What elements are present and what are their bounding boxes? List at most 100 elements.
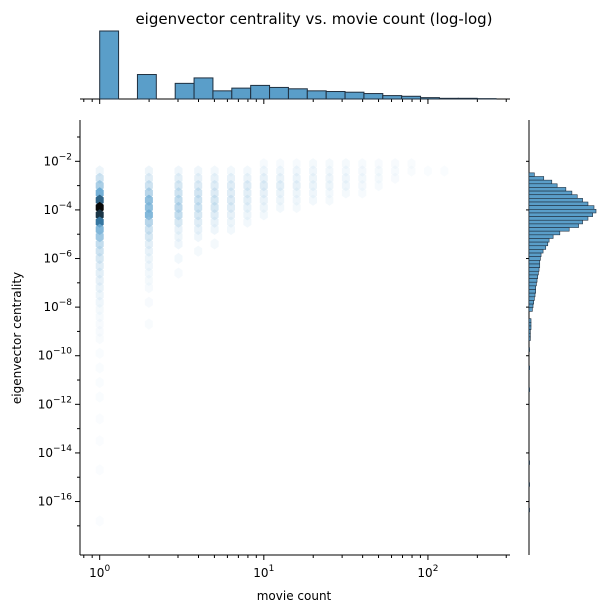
top-hist-bar: [212, 90, 233, 100]
hexbin-cell: [391, 165, 400, 177]
hexbin-cell: [174, 252, 183, 265]
hexbin-cell: [227, 209, 235, 221]
right-hist-bar: [528, 365, 530, 370]
right-hist-bar: [528, 241, 549, 247]
hexbin-cell: [358, 158, 367, 170]
hexbin-cell: [210, 238, 219, 250]
hexbin-cell: [341, 158, 350, 170]
y-axis-label: eigenvector centrality: [10, 272, 24, 404]
right-hist-bar: [528, 187, 567, 192]
hexbin-cell: [174, 216, 183, 228]
hexbin-cell: [144, 172, 153, 184]
top-hist-bar: [382, 95, 403, 100]
top-hist-bar: [174, 82, 195, 100]
top-hist-bar: [231, 87, 252, 100]
hexbin-cell: [309, 194, 317, 206]
hexbin-cell: [95, 391, 104, 403]
hexbin-cell: [95, 194, 104, 206]
top-hist-bar: [420, 97, 440, 100]
hexbin-cell: [144, 274, 153, 286]
hexbin-cell: [276, 165, 285, 177]
hexbin-cell: [325, 187, 334, 199]
hexbin-cell: [95, 515, 104, 527]
hexbin-cell: [210, 165, 219, 177]
hexbin-cell: [95, 362, 104, 374]
right-hist-bar: [528, 332, 531, 338]
hexbin-cell: [194, 209, 203, 221]
hexbin-cell: [144, 165, 153, 177]
x-axis-label: movie count: [257, 589, 332, 603]
hexbin-cell: [95, 376, 104, 389]
hexbin-cell: [95, 267, 104, 279]
hexbin-cell: [440, 165, 449, 177]
right-hist-bar: [528, 252, 542, 257]
right-hist-bar: [528, 198, 583, 203]
hexbin-cell: [276, 158, 285, 170]
hexbin-cell: [95, 223, 104, 235]
hexbin-cell: [243, 172, 252, 184]
hexbin-cell: [259, 187, 268, 199]
hexbin-cell: [227, 165, 235, 177]
top-hist-bar: [344, 91, 365, 100]
hexbin-cell: [259, 165, 268, 177]
hexbin-cell: [227, 216, 235, 228]
hexbin-cell: [309, 158, 317, 170]
right-hist-bar: [528, 179, 553, 185]
right-hist-bar: [528, 205, 595, 210]
hexbin-cell: [341, 187, 350, 199]
top-hist-bar: [363, 93, 384, 100]
hexbin-cell: [95, 252, 104, 265]
hexbin-cell: [194, 172, 203, 184]
top-hist-bar: [136, 74, 157, 100]
hexbin-cell: [95, 245, 104, 257]
hexbin-cell: [227, 223, 235, 235]
hexbin-cell: [292, 180, 301, 192]
top-hist-bar: [250, 84, 271, 100]
top-hist-bar: [287, 88, 308, 100]
right-hist-bar: [528, 238, 550, 243]
right-hist-bar: [528, 216, 589, 221]
hexbin-cell: [95, 231, 104, 243]
hexbin-cell: [309, 165, 317, 177]
hexbin-cell: [174, 165, 183, 177]
hexbin-cell: [95, 304, 104, 316]
right-hist-bar: [528, 387, 530, 392]
y-tick-label: 10−6: [43, 250, 72, 266]
hexbin-cell: [227, 180, 235, 192]
hexbin-cell: [95, 333, 104, 345]
hexbin-cell: [424, 165, 432, 177]
hexbin-cell: [194, 223, 203, 235]
hexbin-cell: [174, 267, 183, 279]
top-marginal-histogram: [80, 30, 510, 104]
hexbin-cell: [276, 172, 285, 184]
chart-title: eigenvector centrality vs. movie count (…: [135, 10, 492, 28]
right-hist-bar: [528, 234, 554, 239]
hexbin-cell: [210, 216, 219, 228]
hexbin-cell: [174, 187, 183, 199]
hexbin-cell: [243, 180, 252, 192]
hexbin-cell: [227, 194, 235, 206]
top-hist-bar: [401, 95, 422, 100]
right-hist-bar: [528, 329, 531, 334]
hexbin-cell: [243, 194, 252, 206]
hexbin-cell: [309, 172, 317, 184]
hexbin-cell: [210, 201, 219, 214]
right-hist-bar: [528, 336, 531, 341]
top-hist-bar: [99, 30, 120, 100]
hexbin-cell: [341, 180, 350, 192]
hexbin-cell: [374, 165, 383, 177]
hexbin-cell: [194, 180, 203, 192]
hexbin-cell: [358, 172, 367, 184]
right-hist-bar: [528, 212, 593, 217]
right-hist-bar: [528, 256, 541, 261]
hexbin-cell: [144, 267, 153, 279]
hexbin-cell: [194, 216, 203, 228]
hexbin-cell: [374, 172, 383, 184]
hexbin-cell: [358, 180, 367, 192]
right-hist-bar: [528, 347, 530, 352]
hexbin-cell: [95, 282, 104, 294]
right-hist-bar: [528, 289, 536, 294]
hexbin-cell: [174, 209, 183, 221]
hexbin-cell: [95, 347, 104, 359]
hexbin-cell: [292, 187, 301, 199]
